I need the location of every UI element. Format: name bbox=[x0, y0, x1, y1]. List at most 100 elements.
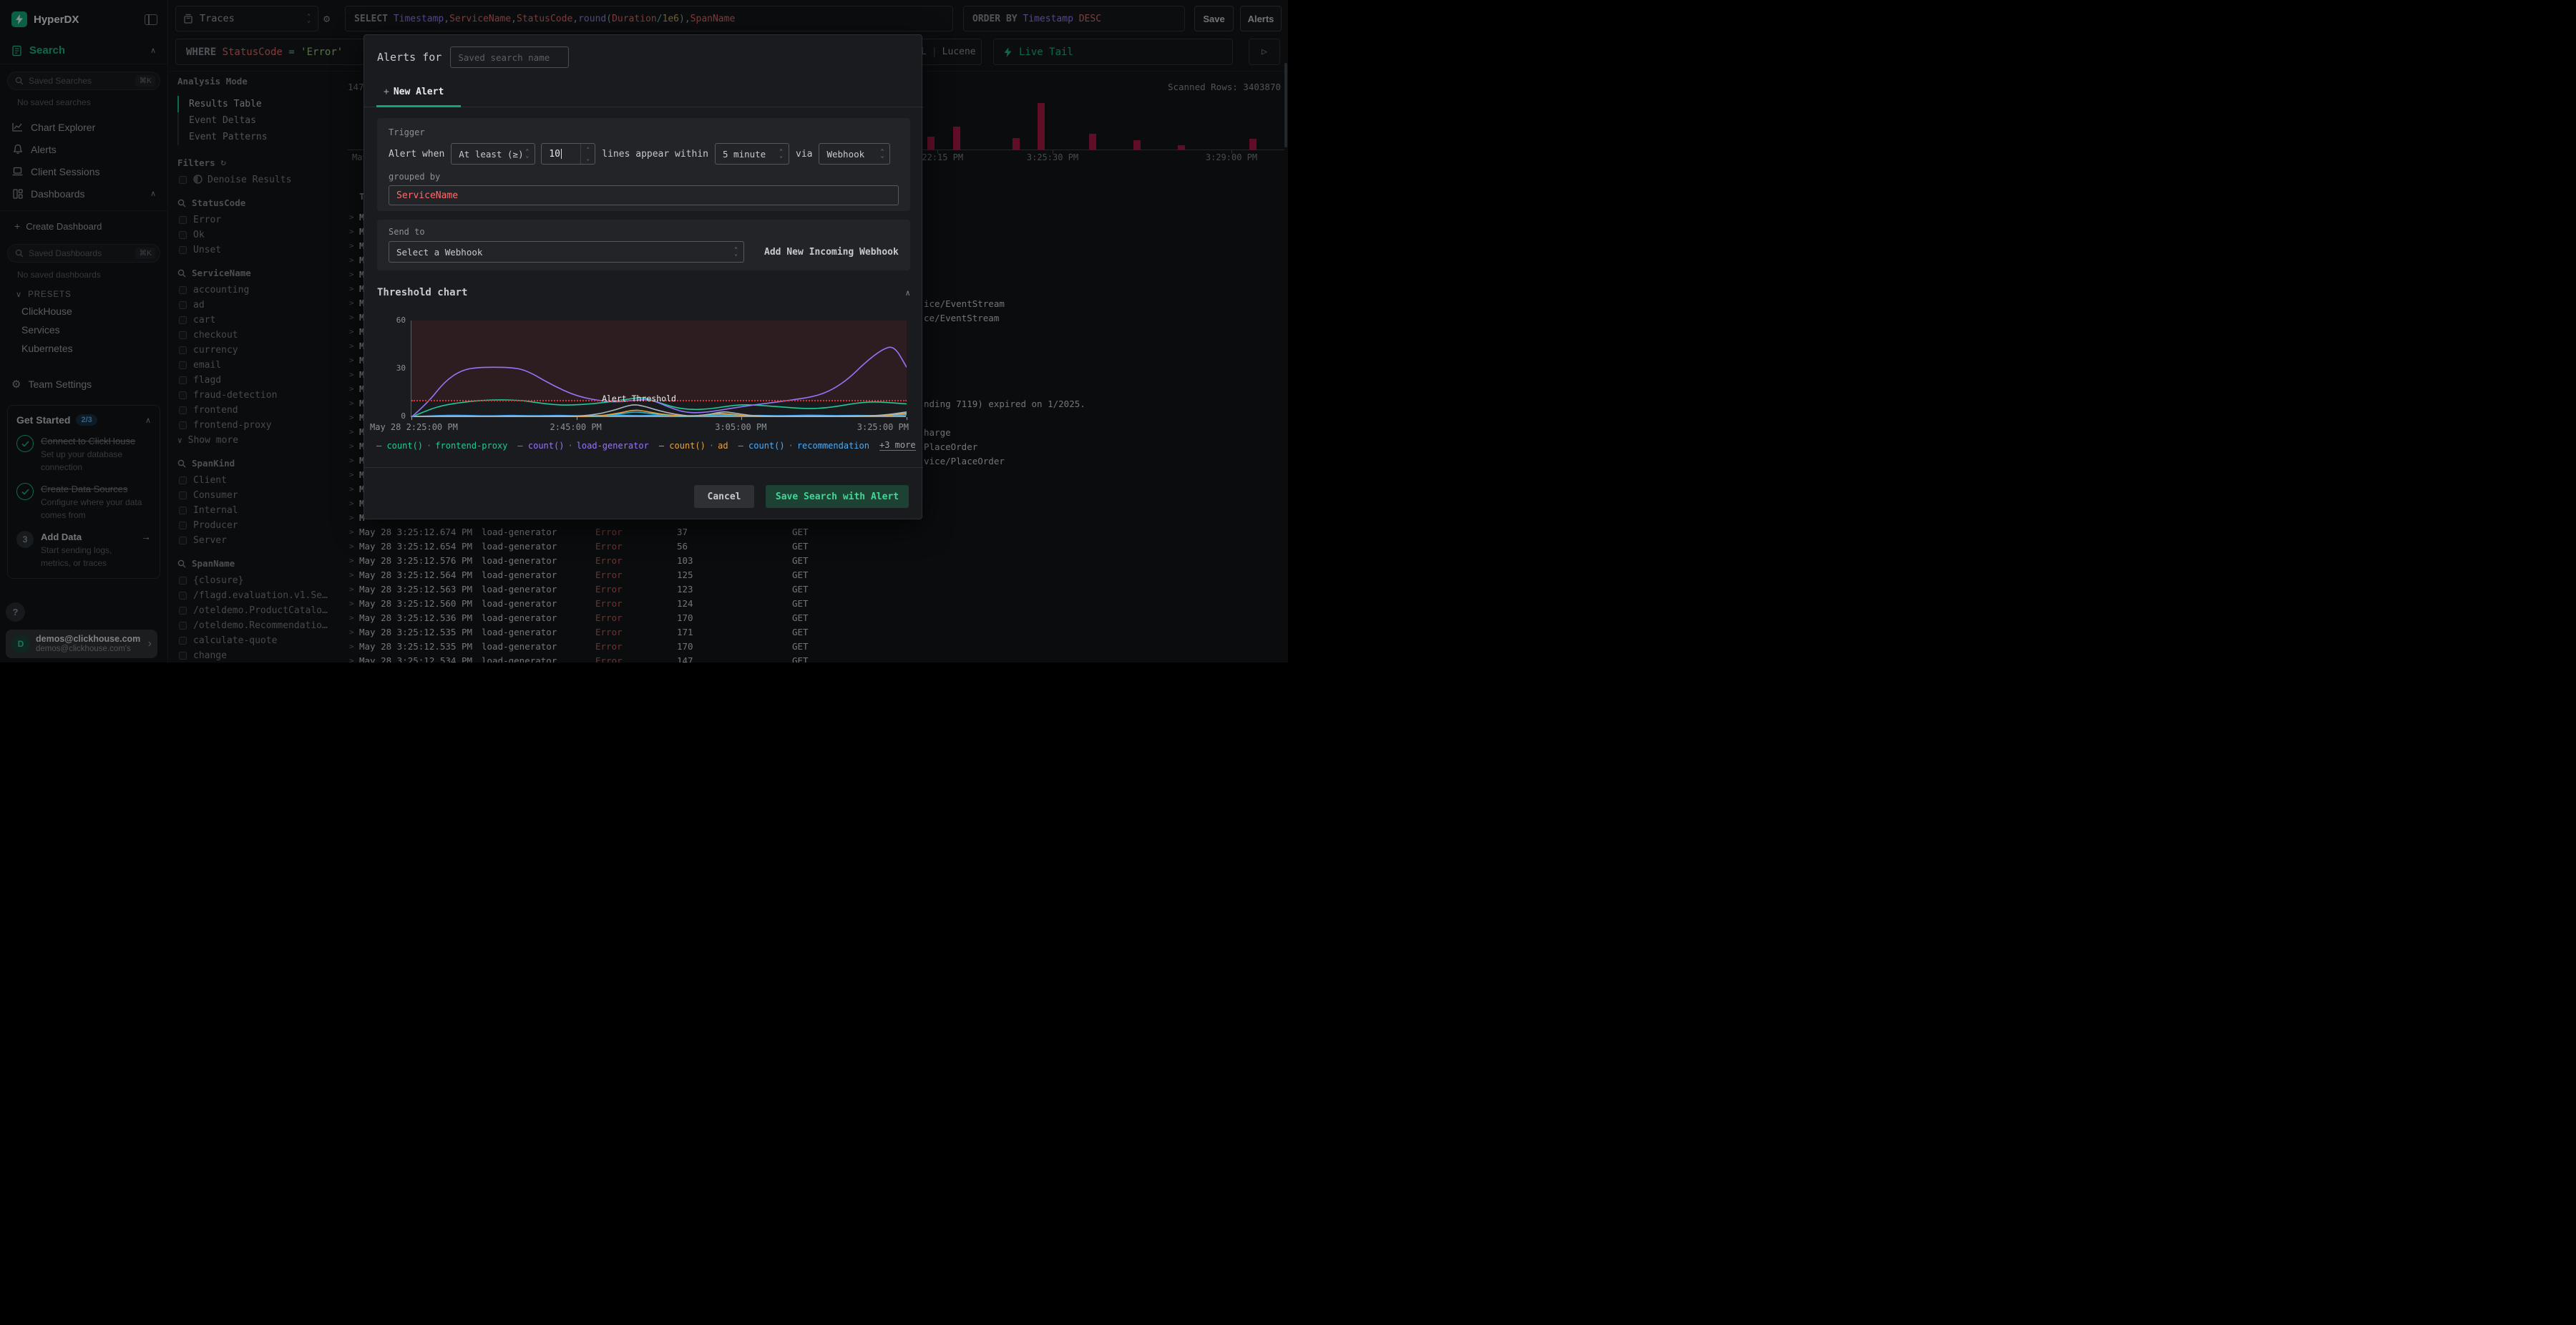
sidebar-collapse-icon[interactable] bbox=[145, 14, 157, 25]
preset-clickhouse[interactable]: ClickHouse bbox=[21, 305, 72, 317]
sidebar-item-client-sessions[interactable]: Client Sessions bbox=[0, 160, 167, 182]
row-expand-chevron[interactable]: > bbox=[349, 399, 354, 408]
row-expand-chevron[interactable]: > bbox=[349, 327, 354, 336]
filter-value-server[interactable]: Server bbox=[177, 533, 339, 548]
filter-value-cart[interactable]: cart bbox=[177, 313, 339, 328]
legend-more-button[interactable]: +3 more bbox=[879, 440, 916, 451]
filter-value--oteldemo-productcatalo-[interactable]: /oteldemo.ProductCatalo… bbox=[177, 603, 339, 618]
row-expand-chevron[interactable]: > bbox=[349, 484, 354, 494]
filter-value-calculate-quote[interactable]: calculate-quote bbox=[177, 633, 339, 648]
tab-new-alert[interactable]: + New Alert bbox=[384, 87, 444, 97]
row-expand-chevron[interactable]: > bbox=[349, 255, 354, 265]
webhook-select[interactable]: Select a Webhook ⌃ ⌄ bbox=[389, 241, 744, 263]
alerts-button[interactable]: Alerts bbox=[1240, 6, 1282, 31]
checkbox[interactable] bbox=[179, 592, 187, 600]
checkbox[interactable] bbox=[179, 176, 187, 184]
filter-value-consumer[interactable]: Consumer bbox=[177, 488, 339, 503]
filter-value--flagd-evaluation-v1-se-[interactable]: /flagd.evaluation.v1.Se… bbox=[177, 588, 339, 603]
row-expand-chevron[interactable]: > bbox=[349, 427, 354, 436]
filter-value-checkout[interactable]: checkout bbox=[177, 328, 339, 343]
row-expand-chevron[interactable]: > bbox=[349, 499, 354, 508]
chevron-up-icon[interactable]: ∧ bbox=[150, 190, 156, 198]
get-started-step-connect[interactable]: Connect to ClickHouse Set up your databa… bbox=[16, 435, 151, 474]
row-expand-chevron[interactable]: > bbox=[349, 356, 354, 365]
row-expand-chevron[interactable]: > bbox=[349, 313, 354, 322]
checkbox[interactable] bbox=[179, 246, 187, 254]
row-expand-chevron[interactable]: > bbox=[349, 642, 354, 651]
checkbox[interactable] bbox=[179, 492, 187, 499]
filter-value--closure-[interactable]: {closure} bbox=[177, 573, 339, 588]
row-expand-chevron[interactable]: > bbox=[349, 599, 354, 608]
preset-kubernetes[interactable]: Kubernetes bbox=[21, 343, 73, 354]
source-select[interactable]: Traces ⌃ ⌄ bbox=[175, 6, 318, 31]
row-expand-chevron[interactable]: > bbox=[349, 556, 354, 565]
show-more-button[interactable]: ∨ Show more bbox=[177, 435, 239, 446]
row-expand-chevron[interactable]: > bbox=[349, 212, 354, 222]
analysis-tab-event-patterns[interactable]: Event Patterns bbox=[189, 132, 268, 142]
source-settings-gear-icon[interactable]: ⚙ bbox=[323, 12, 331, 25]
row-expand-chevron[interactable]: > bbox=[349, 370, 354, 379]
checkbox[interactable] bbox=[179, 421, 187, 429]
select-query-input[interactable]: SELECT Timestamp,ServiceName,StatusCode,… bbox=[345, 6, 953, 31]
filter-value-ok[interactable]: Ok bbox=[177, 228, 339, 243]
checkbox[interactable] bbox=[179, 522, 187, 529]
checkbox[interactable] bbox=[179, 286, 187, 294]
condition-select[interactable]: At least (≥) ⌃ ⌄ bbox=[451, 143, 536, 165]
chevron-up-icon[interactable]: ∧ bbox=[150, 47, 156, 55]
row-expand-chevron[interactable]: > bbox=[349, 241, 354, 250]
checkbox[interactable] bbox=[179, 376, 187, 384]
channel-select[interactable]: Webhook ⌃ ⌄ bbox=[819, 143, 891, 165]
number-stepper[interactable]: ⌃ ⌄ bbox=[580, 144, 595, 164]
filter-value-currency[interactable]: currency bbox=[177, 343, 339, 358]
row-expand-chevron[interactable]: > bbox=[349, 570, 354, 580]
row-expand-chevron[interactable]: > bbox=[349, 656, 354, 662]
row-expand-chevron[interactable]: > bbox=[349, 542, 354, 551]
refresh-icon[interactable]: ↻ bbox=[220, 157, 227, 168]
checkbox[interactable] bbox=[179, 637, 187, 645]
save-search-with-alert-button[interactable]: Save Search with Alert bbox=[766, 485, 909, 508]
checkbox[interactable] bbox=[179, 406, 187, 414]
threshold-value-input[interactable]: 10 ⌃ ⌄ bbox=[541, 143, 596, 165]
row-expand-chevron[interactable]: > bbox=[349, 413, 354, 422]
create-dashboard-button[interactable]: + Create Dashboard bbox=[14, 220, 102, 232]
checkbox[interactable] bbox=[179, 391, 187, 399]
get-started-step-sources[interactable]: Create Data Sources Configure where your… bbox=[16, 483, 151, 522]
filter-value--oteldemo-recommendatio-[interactable]: /oteldemo.Recommendatio… bbox=[177, 618, 339, 633]
filter-value-client[interactable]: Client bbox=[177, 473, 339, 488]
row-expand-chevron[interactable]: > bbox=[349, 341, 354, 351]
row-expand-chevron[interactable]: > bbox=[349, 585, 354, 594]
checkbox[interactable] bbox=[179, 622, 187, 630]
help-button[interactable]: ? bbox=[6, 602, 25, 622]
preset-services[interactable]: Services bbox=[21, 324, 60, 336]
filter-value-email[interactable]: email bbox=[177, 358, 339, 373]
analysis-tab-results-table[interactable]: Results Table bbox=[177, 96, 339, 112]
row-expand-chevron[interactable]: > bbox=[349, 227, 354, 236]
order-by-input[interactable]: ORDER BY Timestamp DESC bbox=[963, 6, 1185, 31]
filter-value-fraud-detection[interactable]: fraud-detection bbox=[177, 388, 339, 403]
row-expand-chevron[interactable]: > bbox=[349, 441, 354, 451]
checkbox[interactable] bbox=[179, 231, 187, 239]
filter-value-internal[interactable]: Internal bbox=[177, 503, 339, 518]
filter-value-unset[interactable]: Unset bbox=[177, 243, 339, 258]
row-expand-chevron[interactable]: > bbox=[349, 270, 354, 279]
filter-value-accounting[interactable]: accounting bbox=[177, 283, 339, 298]
filter-value-ad[interactable]: ad bbox=[177, 298, 339, 313]
filter-value-frontend-proxy[interactable]: frontend-proxy bbox=[177, 418, 339, 433]
row-expand-chevron[interactable]: > bbox=[349, 470, 354, 479]
checkbox[interactable] bbox=[179, 361, 187, 369]
checkbox[interactable] bbox=[179, 301, 187, 309]
grouped-by-input[interactable]: ServiceName bbox=[389, 185, 899, 205]
row-expand-chevron[interactable]: > bbox=[349, 527, 354, 537]
user-menu[interactable]: D demos@clickhouse.com demos@clickhouse.… bbox=[6, 630, 157, 658]
add-webhook-button[interactable]: Add New Incoming Webhook bbox=[764, 246, 899, 258]
filter-value-producer[interactable]: Producer bbox=[177, 518, 339, 533]
get-started-step-add-data[interactable]: 3 Add Data Start sending logs, metrics, … bbox=[16, 531, 151, 569]
filter-value-error[interactable]: Error bbox=[177, 212, 339, 228]
run-query-button[interactable]: ▷ bbox=[1249, 39, 1280, 65]
analysis-tab-event-deltas[interactable]: Event Deltas bbox=[189, 115, 256, 126]
checkbox[interactable] bbox=[179, 507, 187, 514]
filter-value-frontend[interactable]: frontend bbox=[177, 403, 339, 418]
presets-toggle[interactable]: ∨ PRESETS bbox=[16, 290, 72, 300]
checkbox[interactable] bbox=[179, 652, 187, 660]
cancel-button[interactable]: Cancel bbox=[694, 485, 754, 508]
